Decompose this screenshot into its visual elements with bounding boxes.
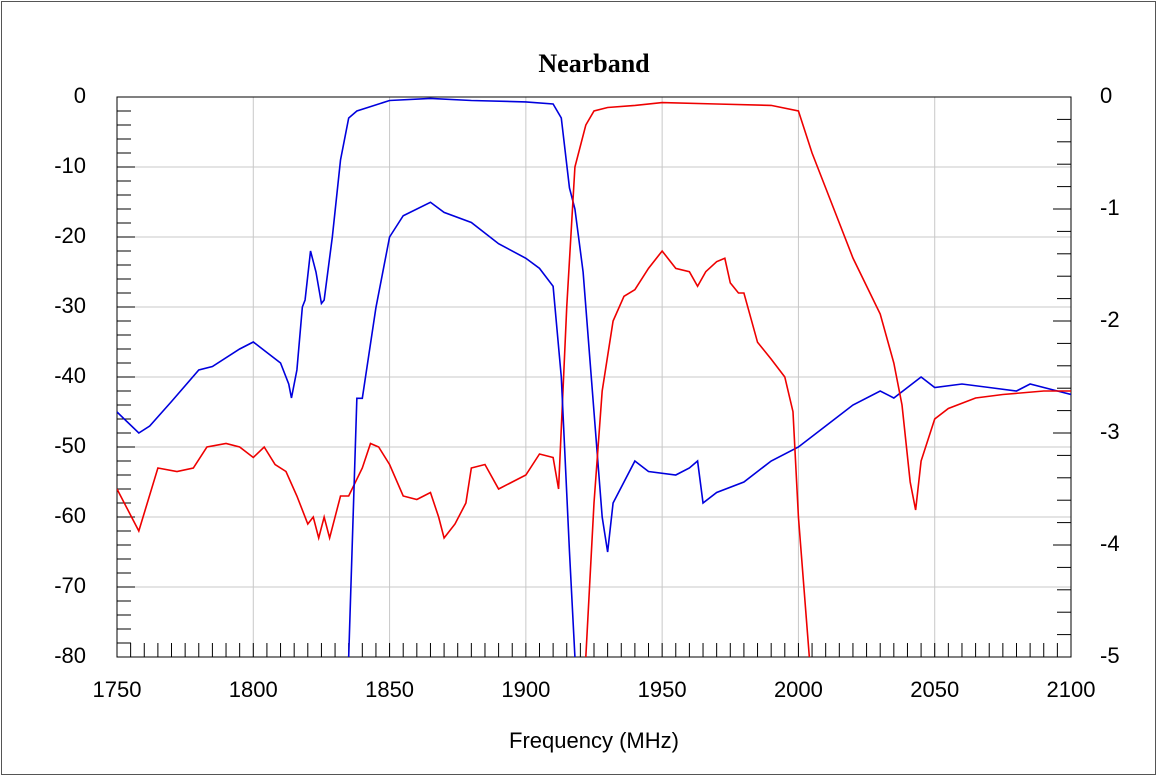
series-line bbox=[117, 101, 1071, 542]
plot-frame bbox=[116, 96, 1072, 658]
y2-tick-label: -2 bbox=[1100, 307, 1120, 332]
y-tick-label: -30 bbox=[54, 293, 86, 318]
y-tick-label: 0 bbox=[74, 83, 86, 108]
x-tick-label: 1850 bbox=[365, 677, 414, 702]
y2-tick-label: -5 bbox=[1100, 643, 1120, 668]
series-line bbox=[585, 249, 811, 658]
x-tick-label: 1750 bbox=[93, 677, 142, 702]
series-line bbox=[117, 97, 1071, 553]
y-tick-label: -60 bbox=[54, 503, 86, 528]
series-line bbox=[347, 201, 576, 658]
x-tick-label: 2000 bbox=[774, 677, 823, 702]
x-axis-label: Frequency (MHz) bbox=[509, 728, 679, 753]
y-tick-label: -20 bbox=[54, 223, 86, 248]
y-tick-label: -10 bbox=[54, 153, 86, 178]
y2-tick-label: -4 bbox=[1100, 531, 1120, 556]
y2-tick-label: -3 bbox=[1100, 419, 1120, 444]
x-tick-label: 2050 bbox=[910, 677, 959, 702]
y2-tick-label: -1 bbox=[1100, 195, 1120, 220]
x-tick-label: 1900 bbox=[501, 677, 550, 702]
y-tick-label: -40 bbox=[54, 363, 86, 388]
y-tick-label: -80 bbox=[54, 643, 86, 668]
y2-tick-label: 0 bbox=[1100, 83, 1112, 108]
y-tick-label: -70 bbox=[54, 573, 86, 598]
x-tick-label: 1950 bbox=[638, 677, 687, 702]
x-tick-label: 1800 bbox=[229, 677, 278, 702]
chart-title: Nearband bbox=[538, 49, 650, 78]
y-tick-label: -50 bbox=[54, 433, 86, 458]
x-tick-label: 2100 bbox=[1047, 677, 1096, 702]
